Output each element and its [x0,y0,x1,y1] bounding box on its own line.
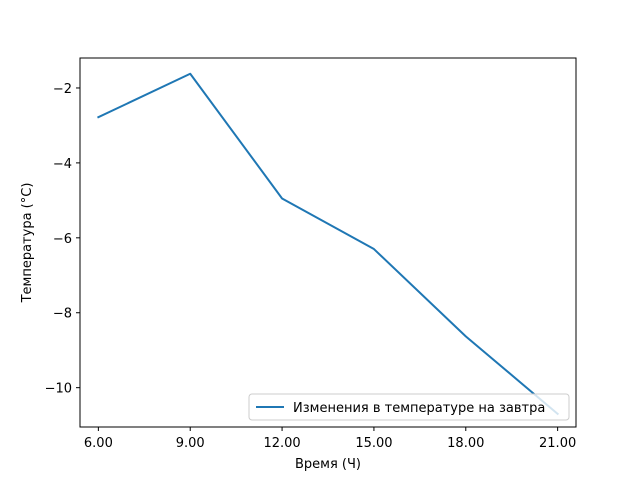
series-layer [97,72,560,416]
x-tick-label: 15.00 [355,436,392,451]
x-tick-label: 21.00 [539,436,576,451]
y-tick-label: −2 [53,82,72,97]
x-tick-label: 18.00 [447,436,484,451]
x-tick-label: 12.00 [263,436,300,451]
legend: Изменения в температуре на завтра [248,393,570,421]
series-line [97,72,560,416]
legend-label: Изменения в температуре на завтра [293,401,545,416]
x-tick-label: 6.00 [84,436,113,451]
y-tick-label: −6 [53,232,72,247]
plot-background [80,58,576,427]
y-axis: −10 −8 −6 −4 −2 [45,82,80,397]
x-tick-label: 9.00 [176,436,205,451]
y-tick-label: −4 [53,157,72,172]
y-tick-label: −8 [53,307,72,322]
plot-frame [79,57,577,428]
x-axis: 6.00 9.00 12.00 15.00 18.00 21.00 [84,427,576,451]
x-axis-label: Время (Ч) [295,457,361,472]
legend-box [248,393,570,421]
y-axis-label: Температура (°C) [20,183,35,304]
y-tick-label: −10 [45,382,72,397]
